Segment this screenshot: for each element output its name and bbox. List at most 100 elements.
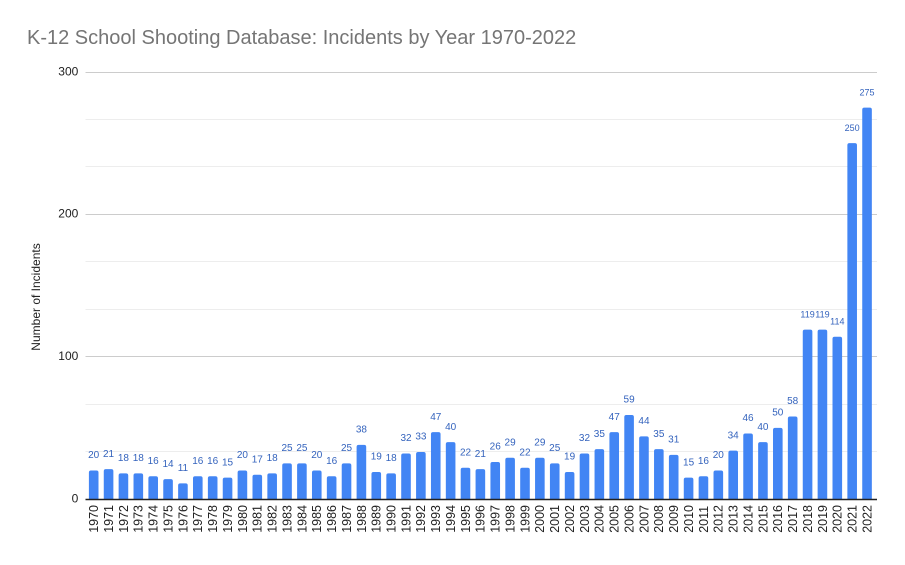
svg-text:33: 33	[415, 432, 427, 443]
svg-text:2006: 2006	[622, 505, 636, 533]
svg-text:1986: 1986	[325, 505, 339, 533]
svg-text:20: 20	[88, 450, 100, 461]
svg-text:22: 22	[519, 447, 531, 458]
svg-text:1993: 1993	[429, 505, 443, 533]
svg-text:1977: 1977	[191, 505, 205, 533]
svg-text:59: 59	[624, 395, 636, 406]
svg-text:2021: 2021	[846, 505, 860, 533]
svg-text:58: 58	[787, 396, 799, 407]
svg-text:1991: 1991	[399, 505, 413, 533]
svg-text:1984: 1984	[295, 505, 309, 533]
svg-text:14: 14	[162, 459, 174, 470]
svg-text:38: 38	[356, 425, 368, 436]
svg-text:19: 19	[564, 452, 576, 463]
svg-text:2014: 2014	[741, 505, 755, 533]
svg-text:1983: 1983	[280, 505, 294, 533]
svg-text:18: 18	[267, 453, 279, 464]
svg-text:1978: 1978	[206, 505, 220, 533]
svg-text:200: 200	[58, 207, 78, 221]
svg-text:2007: 2007	[637, 505, 651, 533]
svg-text:1998: 1998	[503, 505, 517, 533]
svg-text:119: 119	[815, 309, 829, 319]
svg-text:119: 119	[800, 309, 814, 319]
svg-text:2005: 2005	[608, 505, 622, 533]
svg-text:2011: 2011	[697, 506, 711, 533]
svg-text:16: 16	[698, 456, 710, 467]
svg-text:15: 15	[683, 457, 695, 468]
svg-text:44: 44	[638, 416, 650, 427]
svg-text:1988: 1988	[355, 505, 369, 533]
svg-text:20: 20	[713, 450, 725, 461]
svg-text:250: 250	[845, 123, 860, 133]
svg-text:40: 40	[445, 422, 457, 433]
svg-text:32: 32	[400, 433, 412, 444]
svg-text:25: 25	[341, 443, 353, 454]
svg-text:26: 26	[490, 442, 502, 453]
svg-text:40: 40	[757, 422, 769, 433]
svg-text:Number of Incidents: Number of Incidents	[29, 243, 43, 350]
svg-text:1982: 1982	[266, 505, 280, 533]
svg-text:18: 18	[133, 453, 145, 464]
svg-text:46: 46	[743, 413, 755, 424]
svg-text:47: 47	[430, 412, 442, 423]
svg-text:29: 29	[534, 437, 546, 448]
svg-text:21: 21	[475, 449, 487, 460]
svg-text:275: 275	[860, 87, 875, 97]
svg-text:1994: 1994	[444, 505, 458, 533]
svg-text:32: 32	[579, 433, 591, 444]
svg-text:1996: 1996	[474, 505, 488, 533]
svg-text:2001: 2001	[548, 505, 562, 533]
svg-text:18: 18	[386, 453, 398, 464]
svg-text:2020: 2020	[831, 505, 845, 533]
svg-text:1979: 1979	[221, 505, 235, 533]
svg-text:29: 29	[505, 437, 517, 448]
svg-text:1989: 1989	[370, 505, 384, 533]
svg-text:1970: 1970	[87, 505, 101, 533]
svg-text:20: 20	[311, 450, 323, 461]
svg-text:16: 16	[207, 456, 219, 467]
svg-text:1980: 1980	[236, 505, 250, 533]
svg-text:2008: 2008	[652, 505, 666, 533]
svg-text:K-12 School Shooting Database:: K-12 School Shooting Database: Incidents…	[27, 27, 576, 49]
svg-text:1999: 1999	[518, 505, 532, 533]
svg-text:2013: 2013	[727, 505, 741, 533]
svg-text:1981: 1981	[251, 505, 265, 533]
svg-text:1973: 1973	[132, 505, 146, 533]
svg-text:1997: 1997	[489, 505, 503, 533]
svg-text:1975: 1975	[161, 505, 175, 533]
svg-text:16: 16	[326, 456, 338, 467]
svg-text:2018: 2018	[801, 505, 815, 533]
svg-text:2003: 2003	[578, 505, 592, 533]
svg-text:35: 35	[653, 429, 665, 440]
svg-text:2010: 2010	[682, 505, 696, 533]
svg-text:19: 19	[371, 452, 383, 463]
svg-text:16: 16	[192, 456, 204, 467]
svg-text:2019: 2019	[816, 505, 830, 533]
svg-text:1995: 1995	[459, 505, 473, 533]
svg-text:2022: 2022	[860, 505, 874, 533]
svg-text:25: 25	[549, 443, 561, 454]
svg-text:11: 11	[178, 463, 189, 474]
svg-text:1985: 1985	[310, 505, 324, 533]
svg-text:2015: 2015	[756, 505, 770, 533]
svg-text:300: 300	[58, 64, 78, 78]
svg-text:1971: 1971	[102, 505, 116, 533]
svg-text:2002: 2002	[563, 505, 577, 533]
svg-text:2000: 2000	[533, 505, 547, 533]
svg-text:1987: 1987	[340, 505, 354, 533]
svg-text:25: 25	[296, 443, 308, 454]
svg-text:1992: 1992	[414, 505, 428, 533]
svg-text:2012: 2012	[712, 505, 726, 533]
svg-text:25: 25	[281, 443, 293, 454]
svg-text:114: 114	[830, 316, 844, 326]
svg-text:15: 15	[222, 457, 234, 468]
svg-text:2017: 2017	[786, 505, 800, 533]
svg-text:2004: 2004	[593, 505, 607, 533]
svg-text:1974: 1974	[147, 505, 161, 533]
svg-text:1972: 1972	[117, 505, 131, 533]
svg-text:31: 31	[668, 435, 680, 446]
svg-text:35: 35	[594, 429, 606, 440]
svg-text:1990: 1990	[384, 505, 398, 533]
svg-text:47: 47	[609, 412, 621, 423]
svg-text:16: 16	[148, 456, 160, 467]
